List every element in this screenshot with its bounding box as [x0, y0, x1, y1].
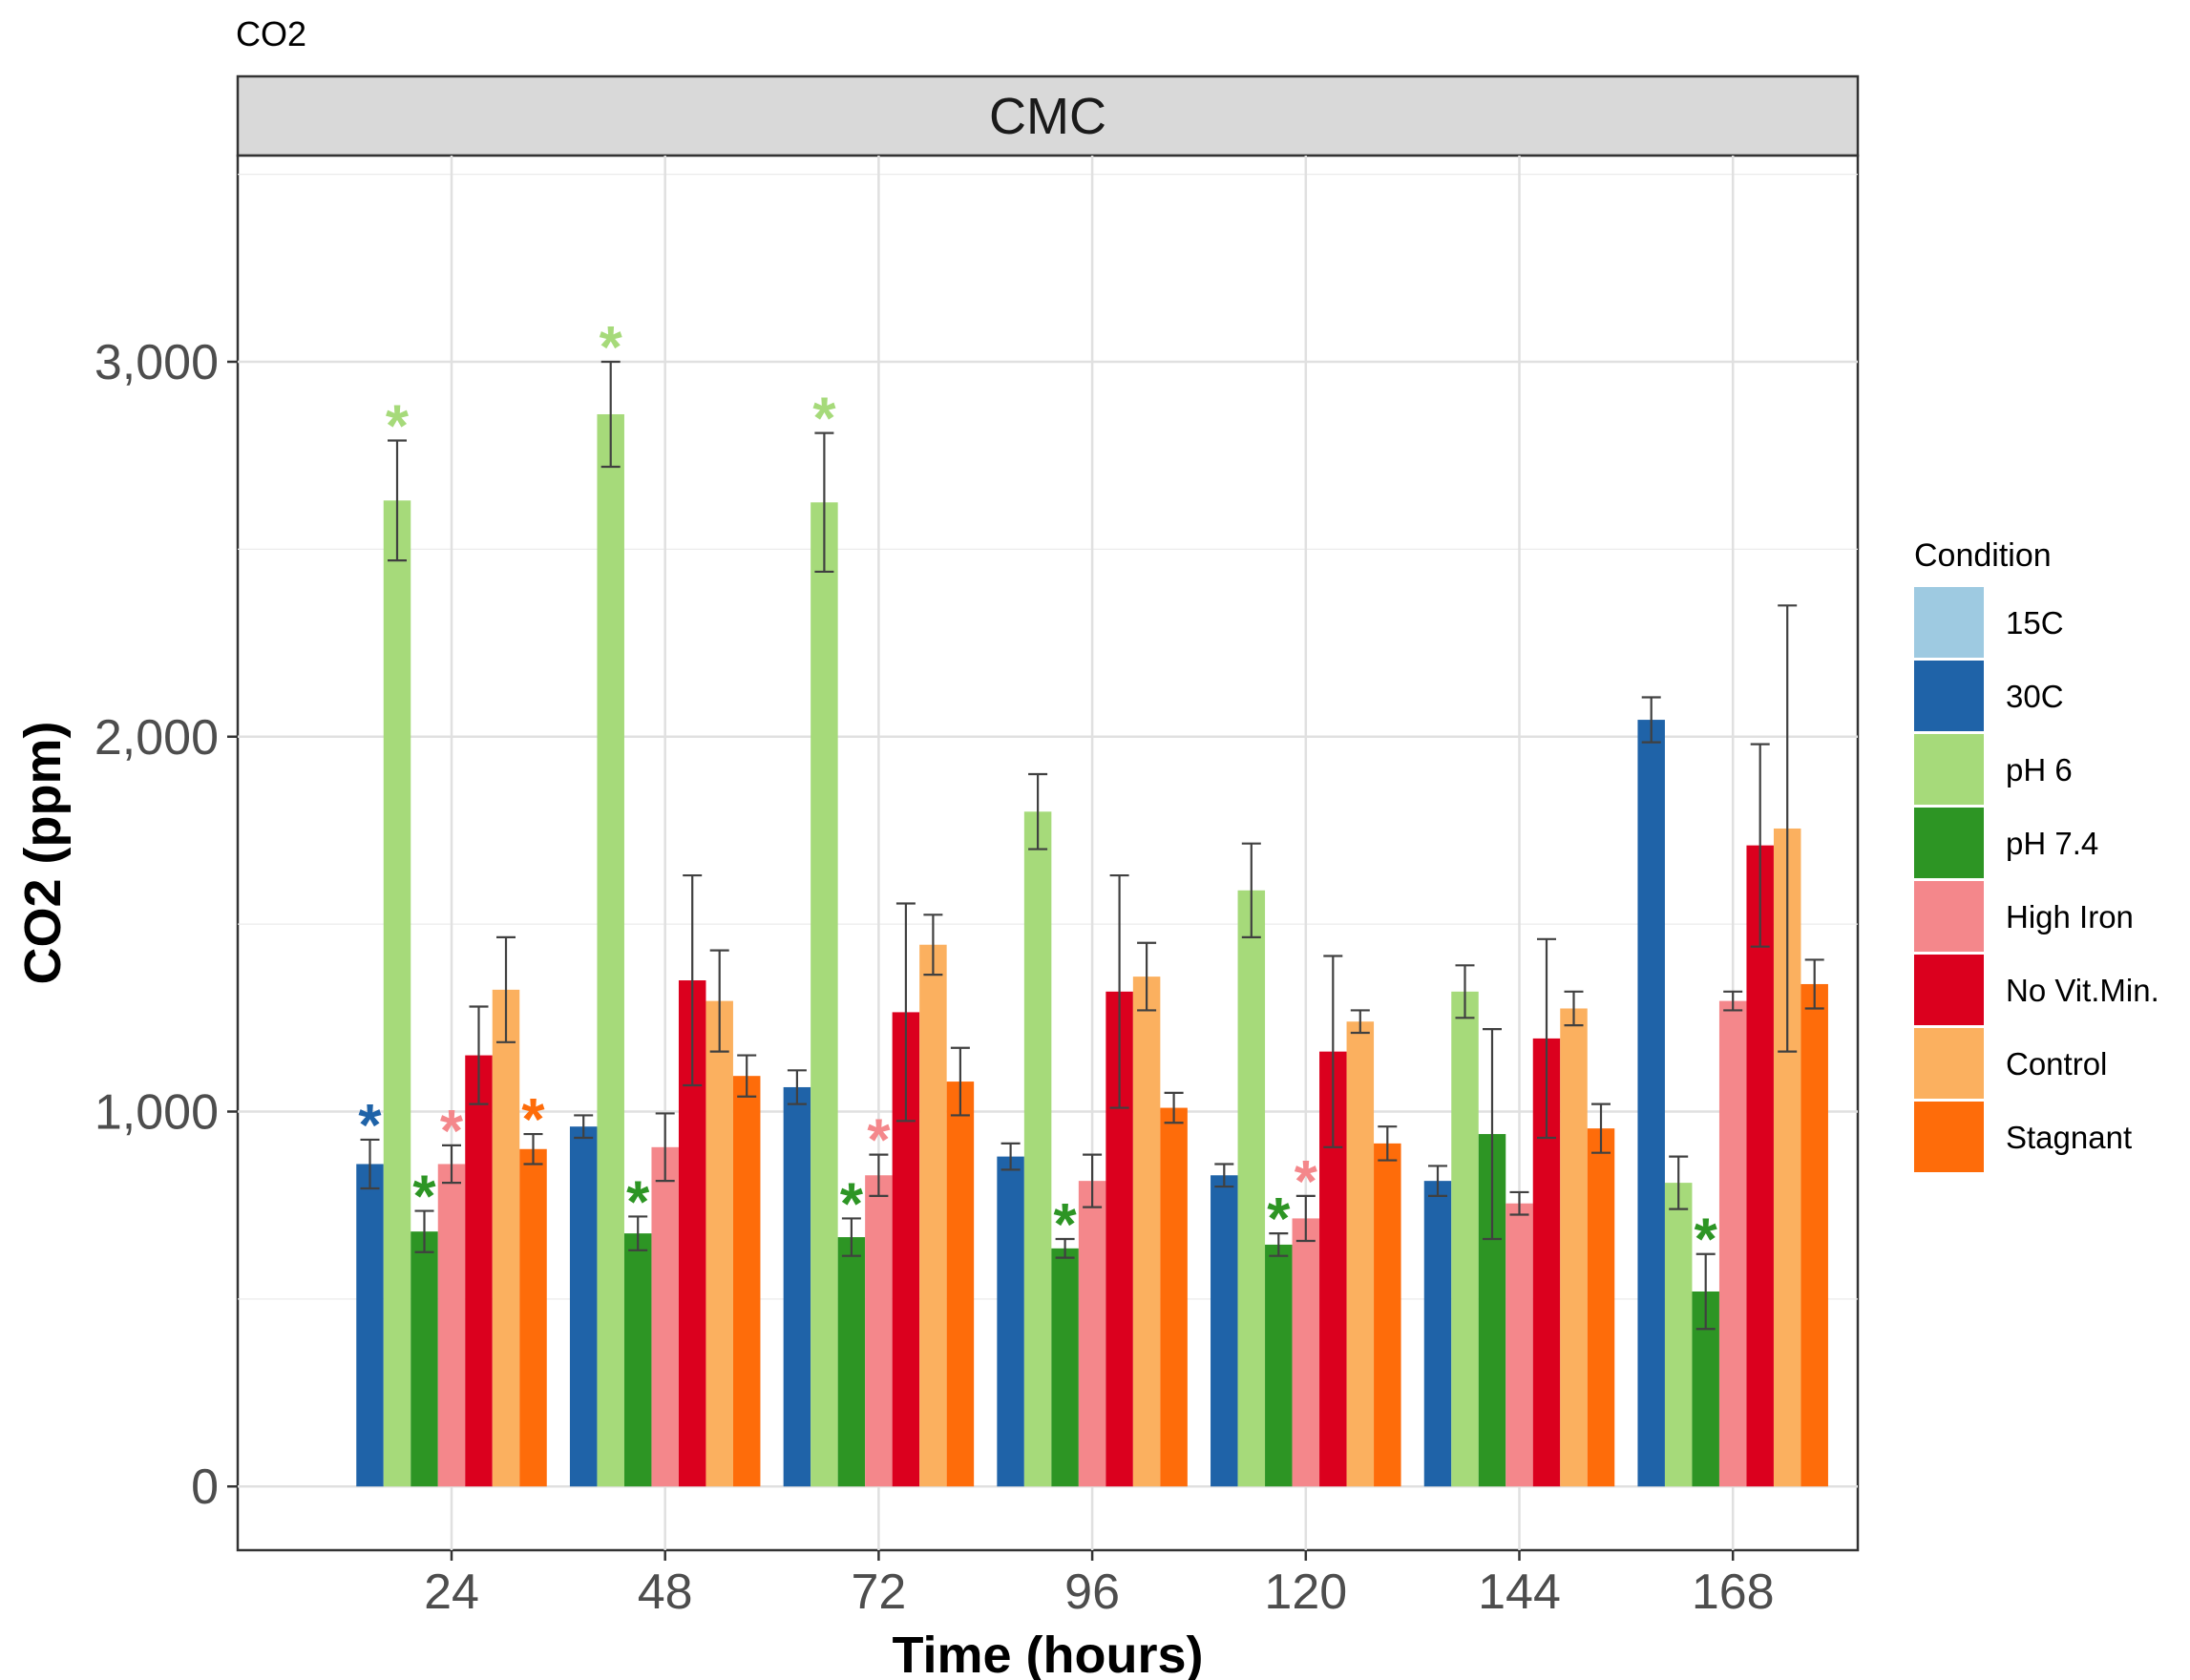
bar — [651, 1146, 679, 1487]
legend-key — [1914, 587, 1984, 658]
x-tick-label: 120 — [1264, 1564, 1347, 1620]
y-tick-label: 2,000 — [95, 710, 219, 766]
significance-star: * — [412, 1165, 436, 1230]
y-tick-label: 3,000 — [95, 335, 219, 390]
y-axis-title: CO2 (ppm) — [14, 722, 72, 985]
legend-label: Control — [2006, 1046, 2107, 1082]
significance-star: * — [812, 387, 836, 452]
bar — [1160, 1107, 1188, 1487]
significance-star: * — [358, 1093, 382, 1159]
bar — [1664, 1183, 1693, 1487]
bar — [1423, 1181, 1452, 1487]
bar — [865, 1175, 893, 1487]
legend-label: pH 6 — [2006, 752, 2073, 788]
bar — [1374, 1143, 1401, 1487]
legend-key — [1914, 955, 1984, 1025]
bar — [356, 1164, 384, 1487]
y-tick-label: 1,000 — [95, 1084, 219, 1140]
significance-star: * — [440, 1099, 464, 1165]
bar — [1237, 890, 1266, 1487]
x-axis-ticks: 24 48 72 96 120 144 168 — [424, 1550, 1775, 1620]
significance-star: * — [386, 393, 410, 459]
bar — [597, 413, 624, 1487]
significance-star: * — [1267, 1186, 1291, 1252]
bar — [1265, 1244, 1293, 1487]
bar — [919, 944, 947, 1487]
y-axis-ticks: 0 1,000 2,000 3,000 — [95, 335, 238, 1515]
bar — [946, 1082, 975, 1487]
bar — [569, 1126, 598, 1487]
significance-markers: ***** * * * * ** *** — [358, 315, 1717, 1273]
bar — [465, 1055, 493, 1487]
bar — [492, 989, 520, 1487]
bar — [1292, 1218, 1320, 1487]
legend-key — [1914, 734, 1984, 805]
significance-star: * — [1054, 1192, 1078, 1258]
y-tick-label: 0 — [191, 1460, 219, 1515]
bar — [623, 1233, 652, 1487]
bar — [1051, 1248, 1079, 1487]
legend-label: pH 7.4 — [2006, 826, 2098, 861]
bar — [1023, 811, 1052, 1487]
bar — [1211, 1175, 1238, 1487]
legend-label: 15C — [2006, 605, 2064, 640]
bar — [1718, 1000, 1747, 1487]
bar — [1078, 1181, 1106, 1487]
legend-label: 30C — [2006, 679, 2064, 714]
bar — [997, 1156, 1024, 1487]
error-bars — [360, 360, 1824, 1331]
bar — [837, 1237, 866, 1487]
legend: Condition 15C 30C pH 6 pH 7.4 High Iron No Vi… — [1914, 537, 2159, 1172]
significance-star: * — [1695, 1208, 1718, 1273]
legend-key — [1914, 1028, 1984, 1099]
x-tick-label: 24 — [424, 1564, 479, 1620]
x-axis-title: Time (hours) — [892, 1627, 1203, 1680]
bar — [1346, 1021, 1375, 1487]
significance-star: * — [600, 315, 623, 381]
legend-key — [1914, 808, 1984, 878]
legend-label: High Iron — [2006, 899, 2134, 934]
significance-star: * — [1295, 1149, 1318, 1215]
bar — [1637, 720, 1665, 1487]
bar — [811, 502, 838, 1487]
significance-star: * — [521, 1087, 545, 1153]
bar — [437, 1164, 466, 1487]
bar — [1800, 983, 1828, 1487]
bar — [1560, 1008, 1588, 1487]
x-tick-label: 72 — [851, 1564, 906, 1620]
significance-star: * — [840, 1171, 864, 1237]
legend-key — [1914, 1102, 1984, 1172]
significance-star: * — [626, 1169, 650, 1235]
bar — [705, 1000, 733, 1487]
bar — [383, 500, 411, 1487]
bar — [1451, 991, 1479, 1487]
x-tick-label: 48 — [638, 1564, 693, 1620]
bar — [519, 1148, 547, 1487]
legend-title: Condition — [1914, 537, 2052, 574]
legend-key — [1914, 661, 1984, 731]
bar — [1506, 1203, 1533, 1487]
significance-star: * — [867, 1108, 891, 1174]
x-tick-label: 168 — [1692, 1564, 1775, 1620]
bar — [1132, 976, 1161, 1487]
facet-strip — [236, 74, 1860, 158]
bar — [783, 1086, 811, 1487]
legend-key — [1914, 881, 1984, 952]
bars — [356, 413, 1828, 1487]
x-tick-label: 144 — [1478, 1564, 1561, 1620]
x-tick-label: 96 — [1064, 1564, 1120, 1620]
legend-label: No Vit.Min. — [2006, 973, 2159, 1008]
legend-label: Stagnant — [2006, 1120, 2132, 1155]
bar — [1587, 1128, 1615, 1487]
plot-title: CO2 — [236, 14, 306, 53]
facet-strip-label: CMC — [989, 88, 1106, 145]
bar — [732, 1076, 761, 1487]
bar — [1746, 845, 1774, 1487]
bar — [411, 1231, 438, 1487]
